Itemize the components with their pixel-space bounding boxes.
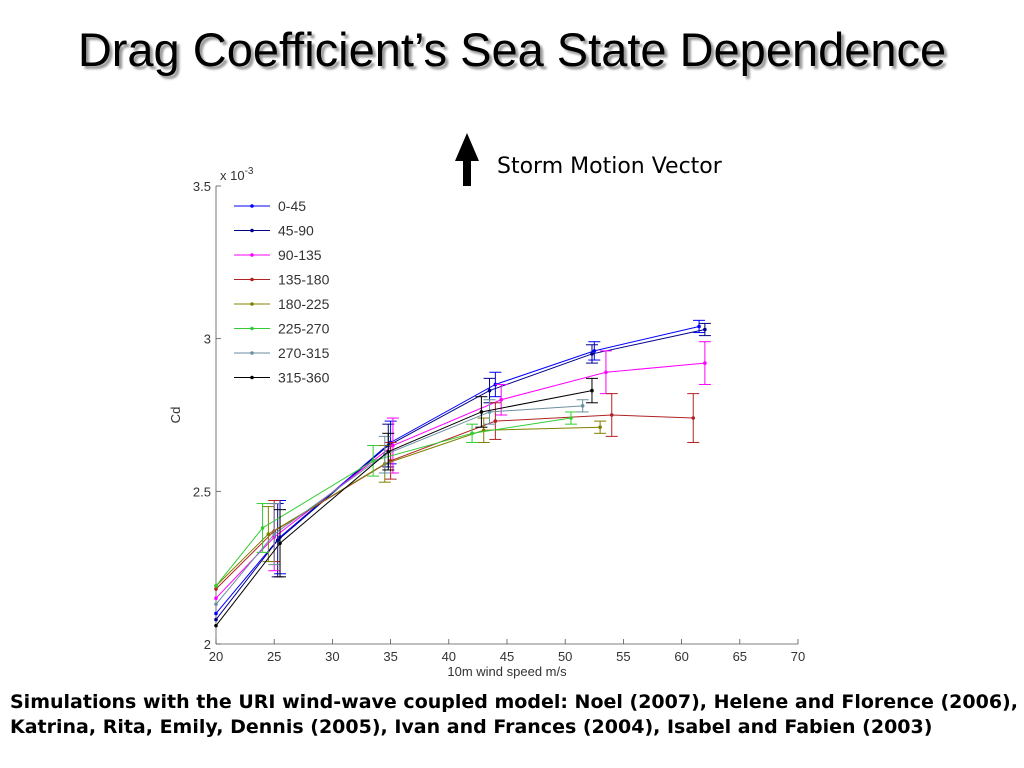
drag-coefficient-chart: 20 25 30 35 40 45 50 55 60 65 70 2 2.5 3 3.5 x 10-3 10m … — [168, 166, 805, 679]
data-point — [479, 410, 484, 414]
slide-title: Drag Coefficient’s Sea State Dependence — [77, 23, 947, 76]
data-point — [272, 532, 276, 536]
y-tick-label: 3.5 — [193, 179, 211, 194]
x-tick-label: 50 — [558, 649, 572, 664]
data-point — [609, 413, 614, 417]
storm-motion-label: Storm Motion Vector — [497, 154, 722, 179]
legend-label: 90-135 — [278, 247, 322, 263]
x-tick-label: 45 — [500, 649, 514, 664]
data-point — [691, 416, 696, 420]
x-tick-label: 30 — [325, 649, 339, 664]
data-point — [214, 596, 218, 600]
data-point — [569, 416, 573, 420]
data-point — [493, 419, 498, 423]
data-point — [260, 526, 265, 530]
data-point — [580, 404, 585, 408]
data-point — [590, 352, 594, 356]
legend-marker — [250, 204, 254, 208]
data-point — [703, 361, 707, 365]
data-point — [214, 602, 218, 607]
x-axis-label: 10m wind speed m/s — [447, 664, 567, 679]
series-line — [215, 362, 705, 599]
data-point — [590, 388, 594, 393]
data-point — [214, 623, 218, 628]
data-point — [266, 532, 271, 536]
legend-marker — [250, 228, 254, 233]
x-tick-label: 60 — [674, 649, 688, 664]
data-point — [214, 584, 218, 588]
x-tick-label: 70 — [791, 649, 805, 664]
data-point — [278, 541, 282, 546]
legend-marker — [250, 375, 254, 380]
x-tick-label: 20 — [209, 649, 223, 664]
data-point — [391, 443, 395, 448]
slide-caption: Simulations with the URI wind-wave coupl… — [10, 691, 1018, 738]
legend-marker — [250, 253, 254, 257]
legend-marker — [250, 302, 254, 306]
data-point — [604, 370, 608, 375]
data-point — [371, 459, 375, 463]
legend-label: 0-45 — [278, 198, 306, 214]
legend-label: 180-225 — [278, 296, 330, 312]
data-point — [697, 324, 701, 329]
y-tick-label: 2 — [204, 637, 211, 652]
storm-motion-arrow-icon — [455, 133, 479, 197]
legend: 0-45 45-90 90-135 135-180 180-225 225-270 270-… — [234, 198, 330, 386]
y-tick-label: 3 — [204, 332, 211, 347]
series-315-360 — [214, 377, 598, 628]
series-225-270 — [214, 411, 578, 588]
legend-label: 225-270 — [278, 321, 330, 337]
y-axis-label: Cd — [168, 407, 183, 424]
x-tick-label: 40 — [442, 649, 456, 664]
data-point — [214, 617, 218, 622]
data-point — [214, 611, 218, 616]
y-tick-label: 2.5 — [193, 484, 211, 499]
data-point — [386, 449, 391, 454]
legend-label: 270-315 — [278, 345, 330, 361]
data-point — [499, 397, 503, 402]
series-line — [215, 329, 705, 620]
data-point — [214, 587, 218, 591]
data-point — [470, 431, 474, 436]
data-point — [592, 349, 597, 353]
x-tick-label: 25 — [267, 649, 281, 664]
data-point — [703, 327, 707, 332]
x-tick-label: 65 — [733, 649, 747, 664]
data-point — [487, 388, 492, 393]
x-tick-label: 55 — [616, 649, 630, 664]
legend-marker — [250, 277, 254, 282]
x-tick-label: 35 — [383, 649, 397, 664]
series-line — [215, 325, 700, 614]
data-point — [275, 538, 280, 542]
legend-marker — [250, 326, 254, 331]
legend-marker — [250, 351, 254, 355]
legend-label: 315-360 — [278, 370, 330, 386]
legend-label: 135-180 — [278, 272, 330, 288]
legend-label: 45-90 — [278, 223, 314, 239]
y-multiplier-label: x 10-3 — [220, 166, 254, 183]
data-point — [598, 425, 602, 430]
